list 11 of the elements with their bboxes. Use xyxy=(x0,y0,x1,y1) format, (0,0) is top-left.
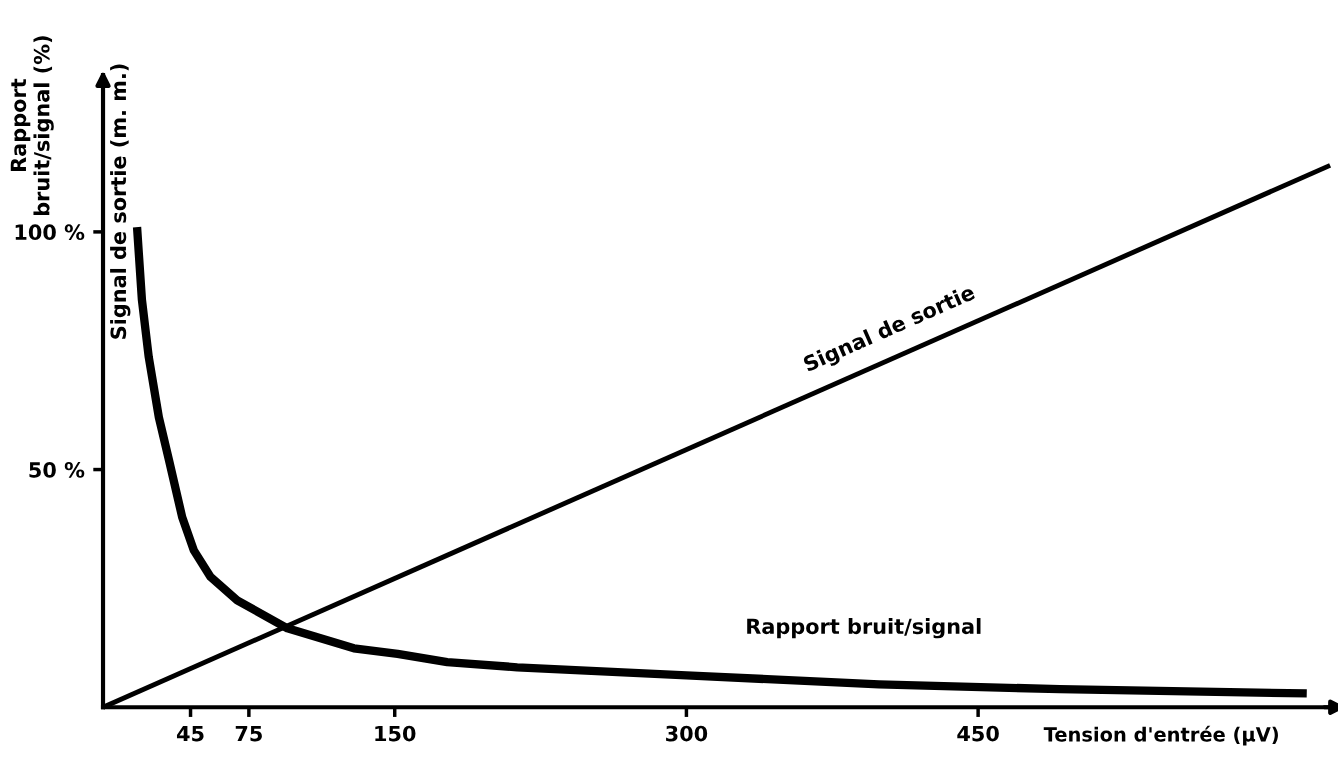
x-tick-label: 75 xyxy=(235,725,262,742)
x-tick-label: 45 xyxy=(176,725,204,742)
x-tick-label: 150 xyxy=(375,725,416,742)
x-tick-label: 450 xyxy=(957,725,999,742)
x-tick-label: 300 xyxy=(666,725,708,742)
x-axis-title: Tension d'entrée (µV) xyxy=(1043,725,1278,746)
annotation: Rapport bruit/signal xyxy=(747,618,981,639)
y-tick-label: 100 % xyxy=(15,224,85,241)
y-axis-title: Rapport bruit/signal (%) xyxy=(10,36,54,216)
y-tick-label: 50 % xyxy=(29,462,85,478)
annotation: Signal de sortie (m. m.) xyxy=(110,64,131,339)
